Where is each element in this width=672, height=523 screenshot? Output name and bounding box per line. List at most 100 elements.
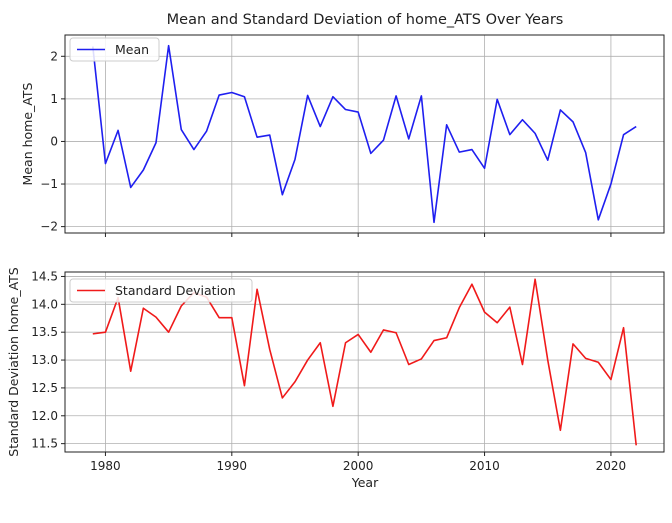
chart-title: Mean and Standard Deviation of home_ATS … [167, 12, 564, 28]
std-subplot: 1980 1990 2000 2010 2020 11.5 12.0 12.5 13.0 13.… [6, 267, 665, 490]
mean-data-point [395, 95, 397, 97]
std-data-point [522, 364, 524, 366]
std-data-point [294, 381, 296, 383]
std-data-point [433, 340, 435, 342]
mean-data-point [522, 119, 524, 121]
std-data-point [269, 349, 271, 351]
mean-y-axis-label: Mean home_ATS [20, 83, 35, 186]
mean-data-point [572, 121, 574, 123]
mean-y-ticks: −2 −1 0 1 2 [40, 49, 65, 234]
mean-x-ticks [104, 233, 612, 237]
mean-data-point [408, 138, 410, 140]
mean-data-point [105, 163, 107, 165]
mean-series-line [92, 44, 637, 224]
mean-y-tick-label: −2 [40, 220, 58, 234]
mean-y-tick-label: 0 [50, 134, 58, 148]
mean-data-point [168, 45, 170, 47]
mean-y-tick-label: −1 [40, 177, 58, 191]
mean-axes-frame [64, 34, 665, 234]
std-data-point [105, 331, 107, 333]
std-data-point [597, 361, 599, 363]
mean-data-point [509, 134, 511, 136]
std-data-point [572, 343, 574, 345]
std-data-point [585, 357, 587, 359]
mean-y-tick-label: 1 [50, 92, 58, 106]
mean-data-point [458, 151, 460, 153]
std-data-point [130, 370, 132, 372]
std-data-point [534, 278, 536, 280]
mean-data-point [180, 129, 182, 131]
mean-data-point [269, 134, 271, 136]
std-x-tick-label: 2010 [469, 459, 500, 473]
x-axis-label: Year [351, 475, 379, 490]
std-data-point [307, 359, 309, 361]
mean-data-point [218, 94, 220, 96]
mean-data-point [446, 124, 448, 126]
std-data-point [408, 364, 410, 366]
mean-data-point [534, 132, 536, 134]
std-axes-frame [64, 271, 665, 453]
std-data-point [547, 359, 549, 361]
mean-data-point [635, 126, 637, 128]
std-x-tick-label: 1990 [217, 459, 248, 473]
std-data-point [142, 307, 144, 309]
mean-data-point [420, 95, 422, 97]
std-x-tick-label: 1980 [90, 459, 121, 473]
mean-data-point [319, 126, 321, 128]
mean-data-point [559, 109, 561, 111]
std-data-point [168, 331, 170, 333]
std-data-point [155, 316, 157, 318]
mean-data-point [597, 219, 599, 221]
std-data-point [559, 429, 561, 431]
std-data-point [357, 334, 359, 336]
std-data-point [623, 327, 625, 329]
std-data-point [244, 385, 246, 387]
std-data-point [395, 332, 397, 334]
mean-data-point [610, 183, 612, 185]
mean-data-point [206, 130, 208, 132]
std-data-point [180, 305, 182, 307]
std-data-point [281, 397, 283, 399]
std-data-point [610, 379, 612, 381]
std-y-tick-label: 14.0 [31, 297, 58, 311]
mean-data-point [496, 98, 498, 100]
mean-data-point [357, 111, 359, 113]
std-series-line [92, 278, 637, 446]
std-legend-label: Standard Deviation [115, 283, 236, 298]
mean-data-point [307, 95, 309, 97]
std-data-point [446, 337, 448, 339]
std-legend: Standard Deviation [69, 278, 253, 303]
std-y-tick-label: 12.5 [31, 381, 58, 395]
std-series-layer [92, 278, 637, 446]
std-y-ticks: 11.5 12.0 12.5 13.0 13.5 14.0 14.5 [31, 269, 65, 451]
std-data-point [256, 288, 258, 290]
mean-subplot: −2 −1 0 1 2 Mean home_ATS Mean [20, 34, 665, 237]
std-data-point [635, 444, 637, 446]
std-y-tick-label: 13.5 [31, 325, 58, 339]
std-data-point [231, 317, 233, 319]
std-data-point [370, 351, 372, 353]
std-x-ticks: 1980 1990 2000 2010 2020 [90, 452, 626, 473]
std-data-point [471, 283, 473, 285]
std-data-point [319, 342, 321, 344]
mean-data-point [256, 136, 258, 138]
mean-data-point [484, 167, 486, 169]
std-legend-box [69, 278, 253, 303]
std-data-point [332, 405, 334, 407]
mean-data-point [585, 152, 587, 154]
mean-legend: Mean [69, 37, 160, 62]
std-data-point [509, 306, 511, 308]
std-x-tick-label: 2000 [343, 459, 374, 473]
std-x-tick-label: 2020 [596, 459, 627, 473]
mean-data-point [332, 96, 334, 98]
mean-data-point [155, 142, 157, 144]
mean-data-point [130, 187, 132, 189]
mean-data-point [244, 96, 246, 98]
mean-data-point [547, 159, 549, 161]
mean-data-point [281, 194, 283, 196]
std-data-point [383, 329, 385, 331]
mean-gridlines [65, 35, 664, 233]
std-y-tick-label: 11.5 [31, 437, 58, 451]
mean-data-point [294, 158, 296, 160]
